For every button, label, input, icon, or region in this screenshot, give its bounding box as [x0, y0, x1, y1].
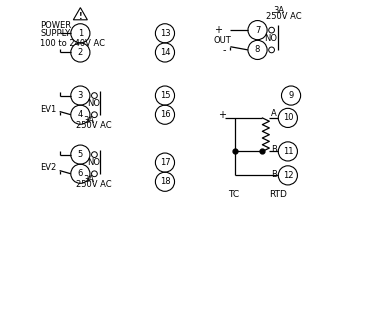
- Text: EV1: EV1: [40, 105, 57, 114]
- Text: 13: 13: [160, 29, 170, 38]
- Circle shape: [269, 47, 274, 53]
- Text: 18: 18: [160, 177, 170, 186]
- Text: +: +: [218, 110, 226, 120]
- Text: A: A: [271, 109, 277, 118]
- Text: 16: 16: [160, 110, 170, 119]
- Text: !: !: [78, 12, 82, 21]
- Circle shape: [91, 171, 97, 177]
- Text: EV2: EV2: [40, 163, 57, 172]
- Text: 3A: 3A: [83, 175, 95, 184]
- Circle shape: [91, 112, 97, 118]
- Text: 4: 4: [78, 110, 83, 119]
- Text: 8: 8: [255, 45, 260, 54]
- Text: OUT: OUT: [213, 36, 231, 45]
- Text: 12: 12: [283, 171, 293, 180]
- Text: 17: 17: [160, 158, 170, 167]
- Text: 9: 9: [288, 91, 294, 100]
- Text: 15: 15: [160, 91, 170, 100]
- Circle shape: [269, 27, 274, 33]
- Text: -: -: [223, 45, 226, 55]
- Text: POWER: POWER: [40, 21, 72, 30]
- Circle shape: [91, 93, 97, 99]
- Text: 5: 5: [78, 150, 83, 159]
- Text: 2: 2: [78, 48, 83, 57]
- Text: NO: NO: [87, 158, 100, 167]
- Text: 250V AC: 250V AC: [75, 121, 111, 130]
- Text: SUPPLY: SUPPLY: [40, 29, 70, 38]
- Text: +: +: [214, 25, 222, 35]
- Text: 10: 10: [283, 113, 293, 122]
- Text: 7: 7: [255, 26, 260, 35]
- Text: TC: TC: [228, 190, 239, 199]
- Text: 100 to 240V AC: 100 to 240V AC: [40, 39, 106, 48]
- Text: 250V AC: 250V AC: [75, 180, 111, 189]
- Text: 250V AC: 250V AC: [266, 12, 301, 21]
- Text: 3A: 3A: [274, 6, 285, 15]
- Text: NO: NO: [87, 99, 100, 108]
- Text: NO: NO: [264, 33, 278, 43]
- Text: 3: 3: [78, 91, 83, 100]
- Text: 3A: 3A: [83, 116, 95, 125]
- Text: 14: 14: [160, 48, 170, 57]
- Text: B: B: [271, 145, 277, 154]
- Text: 11: 11: [283, 147, 293, 156]
- Circle shape: [91, 152, 97, 157]
- Text: 1: 1: [78, 29, 83, 38]
- Text: RTD: RTD: [269, 190, 287, 199]
- Text: B: B: [271, 170, 277, 179]
- Text: 6: 6: [78, 169, 83, 178]
